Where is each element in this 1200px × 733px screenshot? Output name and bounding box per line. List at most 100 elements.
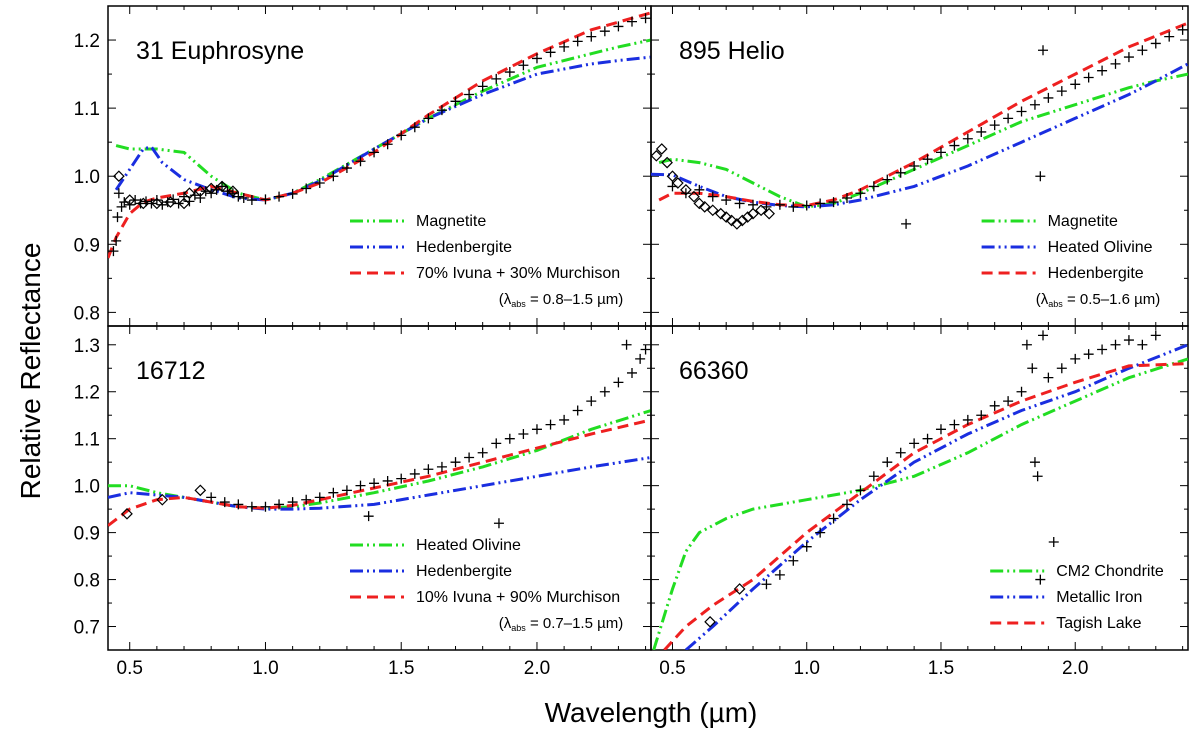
data-point bbox=[586, 31, 597, 42]
y-tick-label: 1.1 bbox=[74, 430, 100, 451]
data-point bbox=[450, 96, 461, 107]
data-point-diamond bbox=[725, 214, 738, 227]
legend-entry: Magnetite bbox=[416, 213, 486, 230]
data-point-diamond bbox=[151, 197, 163, 210]
y-tick-label: 0.9 bbox=[74, 235, 100, 256]
data-point bbox=[436, 105, 447, 116]
data-point-diamond bbox=[741, 211, 754, 223]
data-point bbox=[274, 499, 285, 510]
data-point bbox=[1038, 45, 1049, 56]
panel-16712: 0.7 0.8 0.9 1.0 1.1 1.2 1.3 16712 Heated Olivine… bbox=[74, 325, 652, 651]
data-point bbox=[396, 130, 407, 141]
y-tick-label: 1.1 bbox=[74, 99, 100, 120]
data-point bbox=[842, 193, 853, 203]
data-point bbox=[976, 126, 987, 137]
panel-31-euphrosyne: 0.8 0.9 1.0 1.1 1.2 31 Euphrosyne Magnetite Hed… bbox=[74, 5, 652, 327]
data-point bbox=[287, 497, 298, 508]
data-point bbox=[868, 471, 879, 482]
data-point bbox=[882, 174, 893, 185]
data-point-diamond bbox=[651, 149, 663, 162]
data-point bbox=[788, 555, 799, 566]
data-point-diamond bbox=[655, 143, 668, 155]
data-point bbox=[1016, 386, 1027, 397]
data-point-diamond bbox=[755, 204, 767, 217]
data-point bbox=[113, 188, 124, 199]
data-point bbox=[559, 414, 570, 425]
data-point-diamond bbox=[137, 197, 150, 210]
legend-entry: Hedenbergite bbox=[1048, 265, 1144, 282]
data-point-diamond bbox=[121, 507, 133, 520]
data-point bbox=[301, 494, 312, 505]
legend-entry: Tagish Lake bbox=[1056, 615, 1141, 632]
data-point-diamond bbox=[164, 196, 177, 208]
data-point bbox=[599, 26, 610, 37]
data-point-diamond bbox=[714, 207, 727, 220]
data-point bbox=[1150, 330, 1161, 341]
data-point bbox=[1150, 38, 1161, 49]
data-point bbox=[409, 122, 420, 133]
data-point bbox=[195, 193, 206, 203]
data-point bbox=[423, 113, 434, 124]
series-line-heated-olivine bbox=[108, 409, 651, 510]
data-point bbox=[314, 492, 325, 503]
data-point bbox=[491, 73, 502, 84]
data-point bbox=[1003, 396, 1014, 407]
data-point bbox=[518, 429, 529, 439]
data-point bbox=[246, 501, 257, 512]
data-point bbox=[504, 433, 515, 444]
data-point bbox=[935, 424, 946, 435]
data-point bbox=[1032, 471, 1043, 482]
data-point bbox=[842, 499, 853, 510]
legend-entry: Hedenbergite bbox=[416, 239, 512, 256]
data-point bbox=[1097, 65, 1108, 76]
data-point-diamond bbox=[720, 211, 733, 223]
data-point bbox=[287, 188, 298, 199]
data-point-diamond bbox=[693, 197, 706, 210]
data-point bbox=[922, 433, 933, 444]
data-point bbox=[1035, 171, 1046, 182]
data-point bbox=[815, 527, 826, 538]
y-axis-label: Relative Reflectance bbox=[15, 243, 46, 500]
data-point bbox=[341, 485, 352, 496]
data-point bbox=[111, 235, 122, 246]
data-point bbox=[450, 457, 461, 468]
data-point bbox=[464, 452, 475, 463]
data-point bbox=[935, 147, 946, 158]
data-point bbox=[1029, 99, 1040, 110]
data-point bbox=[396, 473, 407, 484]
data-point-diamond bbox=[205, 182, 218, 195]
legend-entry: Heated Olivine bbox=[416, 537, 521, 554]
legend-entry: Hedenbergite bbox=[416, 563, 512, 580]
data-point bbox=[901, 218, 912, 229]
panel-title: 16712 bbox=[136, 357, 206, 385]
panel-895-helio: 895 Helio Magnetite Heated Olivine Hedenber… bbox=[650, 5, 1189, 327]
data-point-diamond bbox=[736, 214, 749, 227]
y-tick-label: 1.0 bbox=[74, 477, 100, 498]
data-point-diamond bbox=[733, 583, 746, 595]
data-point bbox=[493, 518, 504, 529]
data-point bbox=[369, 478, 380, 489]
panel-title: 895 Helio bbox=[679, 37, 785, 65]
data-point bbox=[855, 188, 866, 199]
absorption-range-note: (λabs = 0.7–1.5 µm) bbox=[499, 615, 623, 633]
data-point bbox=[1070, 79, 1081, 90]
x-tick-label: 2.0 bbox=[524, 658, 550, 679]
data-point bbox=[626, 16, 637, 27]
x-tick-label: 1.0 bbox=[794, 658, 820, 679]
data-point-diamond bbox=[194, 185, 207, 198]
y-tick-label: 1.2 bbox=[74, 383, 100, 404]
data-point bbox=[233, 191, 244, 202]
data-point bbox=[1083, 349, 1094, 360]
data-point bbox=[328, 487, 339, 498]
data-point bbox=[1056, 86, 1067, 97]
data-point bbox=[801, 200, 812, 211]
data-point bbox=[382, 475, 393, 486]
data-point-diamond bbox=[178, 197, 190, 210]
data-point bbox=[518, 60, 529, 71]
data-point-diamond bbox=[113, 170, 125, 183]
data-point bbox=[962, 414, 973, 425]
y-tick-label: 0.8 bbox=[74, 571, 100, 592]
data-point-diamond bbox=[672, 177, 684, 189]
